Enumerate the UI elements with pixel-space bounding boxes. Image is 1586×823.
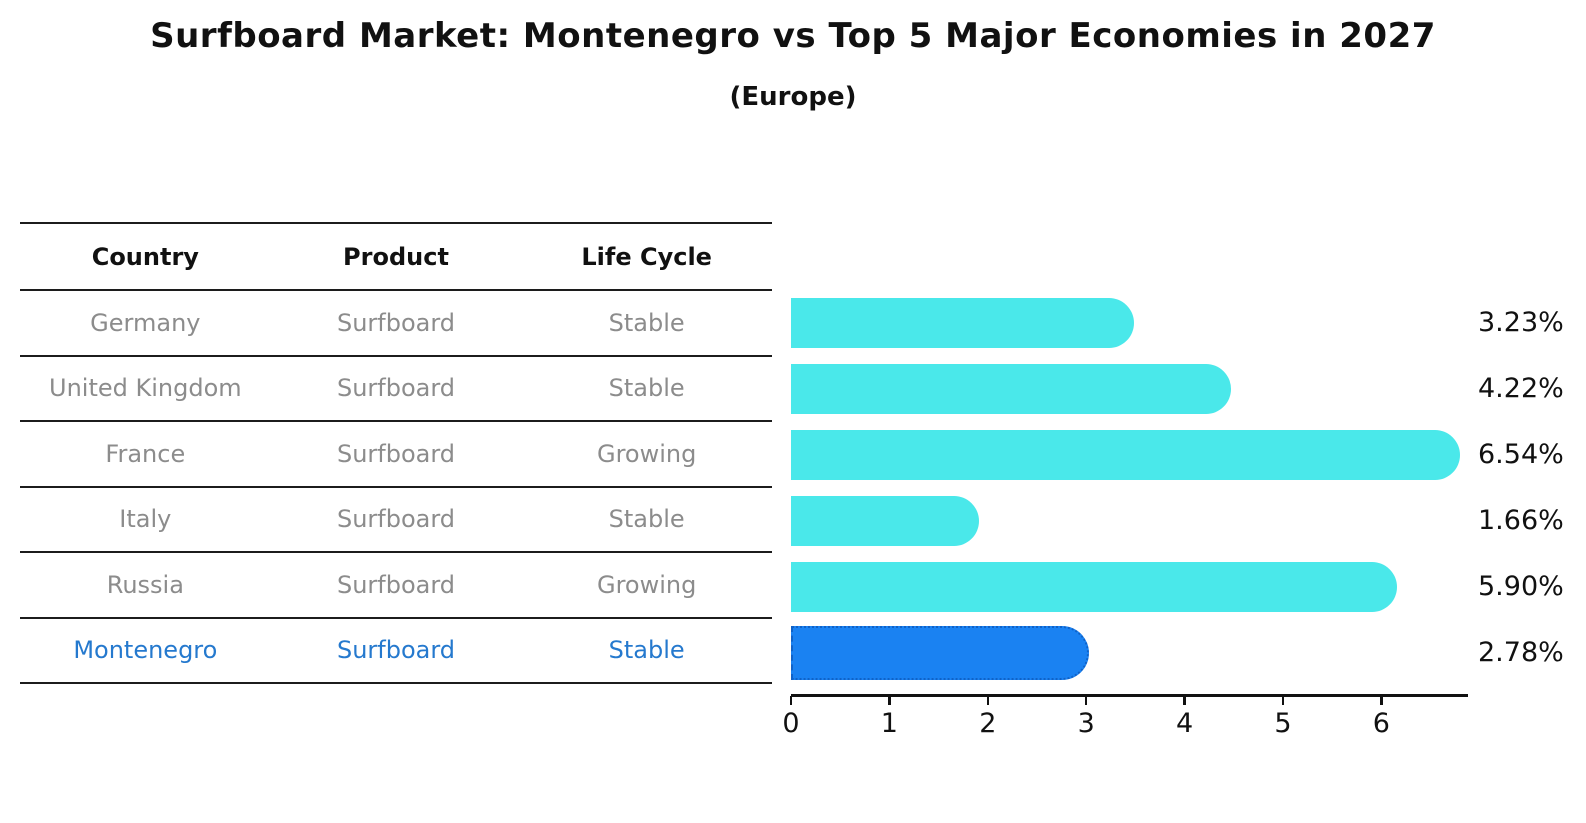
x-axis-tick: [986, 696, 990, 705]
cell-country: Italy: [119, 505, 172, 534]
bar-france: [791, 430, 1460, 480]
cell-country: Montenegro: [73, 636, 218, 665]
x-axis-tick: [789, 696, 793, 705]
bar-value-label: 5.90%: [1478, 571, 1564, 602]
cell-life-cycle: Stable: [608, 505, 685, 534]
cell-country: United Kingdom: [49, 374, 242, 403]
x-axis-tick-label: 0: [782, 708, 800, 739]
bar-value-label: 2.78%: [1478, 637, 1564, 668]
chart-title: Surfboard Market: Montenegro vs Top 5 Ma…: [150, 16, 1436, 56]
cell-product: Surfboard: [336, 439, 456, 468]
table-body: Germany Surfboard Stable United Kingdom Surf…: [20, 291, 772, 684]
x-axis-tick: [1380, 696, 1383, 705]
x-axis-tick: [1281, 696, 1285, 705]
cell-life-cycle: Growing: [596, 439, 697, 468]
bar-germany: [791, 298, 1134, 348]
cell-life-cycle: Stable: [608, 374, 685, 403]
bar-italy: [791, 496, 980, 546]
x-axis-tick-label: 5: [1274, 708, 1292, 739]
cell-product: Surfboard: [336, 636, 456, 665]
x-axis-line: [791, 694, 1468, 697]
country-table: Country Product Life Cycle Germany Surfbo…: [20, 222, 772, 684]
column-header-country: Country: [91, 242, 199, 271]
bar-value-label: 1.66%: [1478, 505, 1564, 536]
cell-country: Russia: [106, 570, 184, 599]
cell-product: Surfboard: [336, 505, 456, 534]
x-axis-tick-label: 6: [1372, 708, 1390, 739]
x-axis-tick: [888, 696, 891, 705]
x-axis-tick-label: 4: [1176, 708, 1194, 739]
table-row: United Kingdom Surfboard Stable: [20, 357, 772, 422]
bar-russia: [791, 562, 1397, 612]
table-row: Montenegro Surfboard Stable: [20, 619, 772, 684]
x-axis-tick: [1084, 696, 1088, 705]
x-axis-tick: [1183, 696, 1186, 705]
table-row: Russia Surfboard Growing: [20, 553, 772, 619]
bar-united-kingdom: [791, 364, 1232, 414]
bar-value-label: 6.54%: [1478, 439, 1564, 470]
x-axis-tick-label: 1: [880, 708, 898, 739]
column-header-life-cycle: Life Cycle: [581, 242, 712, 271]
bar-value-label: 3.23%: [1478, 307, 1564, 338]
cell-country: France: [105, 439, 186, 468]
cell-product: Surfboard: [336, 570, 456, 599]
table-row: France Surfboard Growing: [20, 422, 772, 488]
bar-value-label: 4.22%: [1478, 373, 1564, 404]
cell-product: Surfboard: [336, 308, 456, 337]
table-row: Italy Surfboard Stable: [20, 488, 772, 553]
x-axis-tick-label: 3: [1077, 708, 1095, 739]
table-row: Germany Surfboard Stable: [20, 291, 772, 357]
chart-subtitle: (Europe): [729, 82, 857, 112]
cell-country: Germany: [90, 308, 201, 337]
bar-highlight-montenegro: [791, 625, 1089, 680]
column-header-product: Product: [343, 242, 449, 271]
x-axis-tick-label: 2: [979, 708, 997, 739]
table-header-row: Country Product Life Cycle: [20, 222, 772, 291]
cell-life-cycle: Growing: [596, 570, 697, 599]
cell-life-cycle: Stable: [608, 308, 685, 337]
cell-life-cycle: Stable: [608, 636, 685, 665]
cell-product: Surfboard: [336, 374, 456, 403]
